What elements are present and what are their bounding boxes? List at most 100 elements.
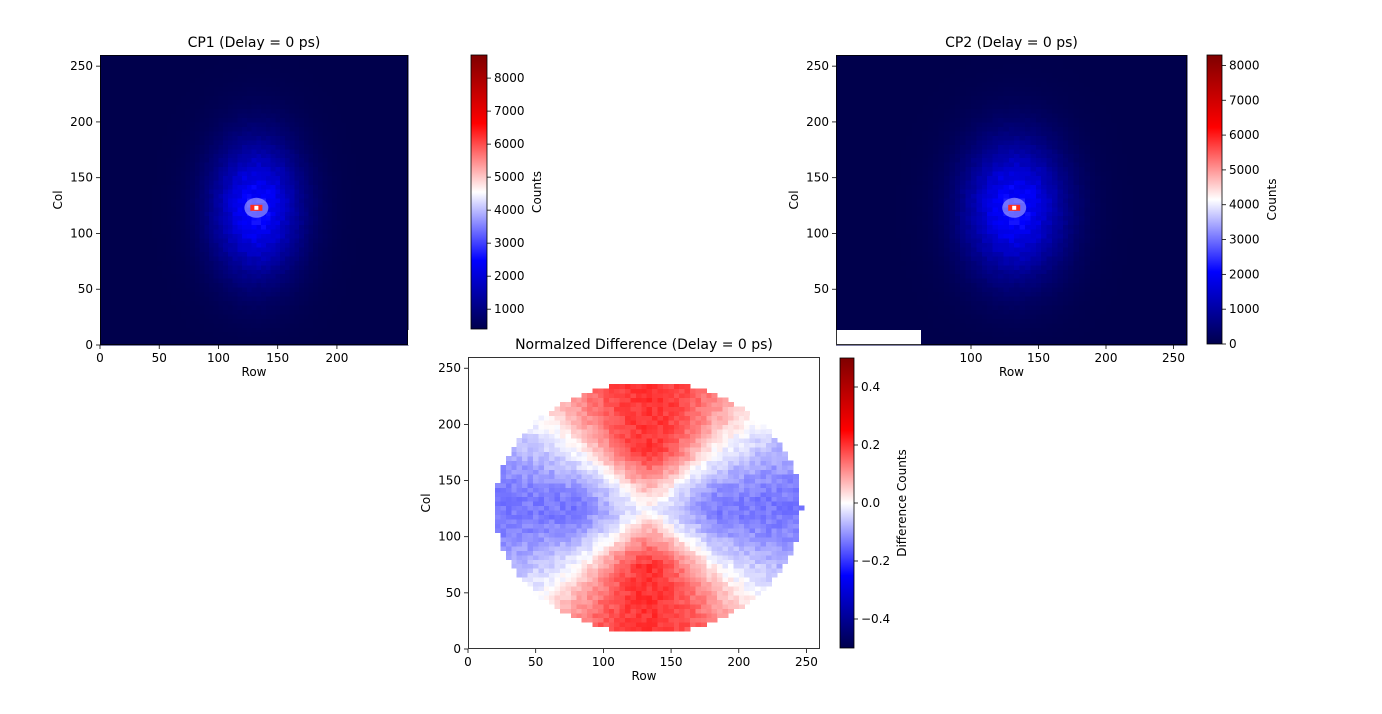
heatmap-cell bbox=[157, 296, 162, 301]
heatmap-cell bbox=[109, 162, 114, 167]
heatmap-cell bbox=[890, 189, 896, 194]
heatmap-cell bbox=[218, 211, 223, 216]
heatmap-cell bbox=[105, 238, 110, 243]
heatmap-cell bbox=[280, 144, 285, 149]
heatmap-cell bbox=[394, 265, 399, 270]
heatmap-cell bbox=[346, 68, 351, 73]
heatmap-cell bbox=[356, 220, 361, 225]
heatmap-cell bbox=[342, 211, 347, 216]
heatmap-cell bbox=[214, 82, 219, 87]
heatmap-cell bbox=[868, 91, 874, 96]
heatmap-cell bbox=[342, 149, 347, 154]
heatmap-cell bbox=[266, 189, 271, 194]
heatmap-cell bbox=[365, 327, 370, 332]
heatmap-cell bbox=[280, 216, 285, 221]
heatmap-cell bbox=[171, 314, 176, 319]
heatmap-cell bbox=[271, 260, 276, 265]
heatmap-cell bbox=[128, 274, 133, 279]
heatmap-cell bbox=[138, 251, 143, 256]
heatmap-cell bbox=[133, 131, 138, 136]
heatmap-cell bbox=[114, 77, 119, 82]
heatmap-cell bbox=[185, 180, 190, 185]
heatmap-cell bbox=[237, 225, 242, 230]
heatmap-cell bbox=[162, 278, 167, 283]
heatmap-cell bbox=[836, 113, 842, 118]
heatmap-cell bbox=[285, 126, 290, 131]
heatmap-cell bbox=[351, 238, 356, 243]
heatmap-cell bbox=[124, 332, 129, 337]
heatmap-cell bbox=[332, 211, 337, 216]
heatmap-cell bbox=[228, 131, 233, 136]
heatmap-cell bbox=[858, 91, 864, 96]
heatmap-cell bbox=[119, 144, 124, 149]
heatmap-cell bbox=[171, 100, 176, 105]
heatmap-cell bbox=[346, 104, 351, 109]
heatmap-cell bbox=[190, 332, 195, 337]
heatmap-cell bbox=[294, 91, 299, 96]
heatmap-cell bbox=[327, 202, 332, 207]
heatmap-cell bbox=[280, 229, 285, 234]
heatmap-cell bbox=[171, 207, 176, 212]
heatmap-cell bbox=[847, 323, 853, 328]
heatmap-cell bbox=[171, 158, 176, 163]
heatmap-cell bbox=[105, 140, 110, 145]
heatmap-cell bbox=[214, 113, 219, 118]
heatmap-cell bbox=[351, 126, 356, 131]
heatmap-cell bbox=[152, 59, 157, 64]
heatmap-cell bbox=[399, 300, 404, 305]
heatmap-cell bbox=[308, 274, 313, 279]
heatmap-cell bbox=[318, 122, 323, 127]
heatmap-cell bbox=[143, 100, 148, 105]
heatmap-cell bbox=[233, 86, 238, 91]
heatmap-cell bbox=[308, 73, 313, 78]
heatmap-cell bbox=[128, 336, 133, 341]
heatmap-cell bbox=[304, 109, 309, 114]
heatmap-cell bbox=[399, 158, 404, 163]
heatmap-cell bbox=[138, 202, 143, 207]
heatmap-cell bbox=[266, 242, 271, 247]
heatmap-cell bbox=[128, 247, 133, 252]
heatmap-cell bbox=[389, 269, 394, 274]
heatmap-cell bbox=[342, 233, 347, 238]
heatmap-cell bbox=[294, 198, 299, 203]
x-tick-label: 200 bbox=[325, 351, 348, 365]
heatmap-cell bbox=[847, 233, 853, 238]
heatmap-cell bbox=[176, 59, 181, 64]
heatmap-cell bbox=[242, 193, 247, 198]
heatmap-cell bbox=[868, 95, 874, 100]
heatmap-cell bbox=[261, 175, 266, 180]
heatmap-cell bbox=[313, 95, 318, 100]
heatmap-cell bbox=[195, 278, 200, 283]
heatmap-cell bbox=[242, 291, 247, 296]
heatmap-cell bbox=[114, 175, 119, 180]
heatmap-cell bbox=[346, 77, 351, 82]
heatmap-cell bbox=[365, 171, 370, 176]
heatmap-cell bbox=[228, 68, 233, 73]
heatmap-cell bbox=[365, 314, 370, 319]
heatmap-cell bbox=[313, 184, 318, 189]
heatmap-cell bbox=[124, 296, 129, 301]
heatmap-cell bbox=[332, 175, 337, 180]
heatmap-cell bbox=[356, 207, 361, 212]
heatmap-cell bbox=[294, 82, 299, 87]
heatmap-cell bbox=[879, 287, 885, 292]
heatmap-cell bbox=[138, 211, 143, 216]
heatmap-cell bbox=[323, 131, 328, 136]
heatmap-cell bbox=[874, 193, 880, 198]
heatmap-cell bbox=[836, 296, 842, 301]
heatmap-cell bbox=[351, 269, 356, 274]
heatmap-cell bbox=[275, 86, 280, 91]
heatmap-cell bbox=[332, 91, 337, 96]
heatmap-cell bbox=[133, 198, 138, 203]
heatmap-cell bbox=[327, 260, 332, 265]
heatmap-cell bbox=[337, 122, 342, 127]
heatmap-cell bbox=[351, 73, 356, 78]
heatmap-cell bbox=[285, 162, 290, 167]
heatmap-cell bbox=[195, 198, 200, 203]
heatmap-cell bbox=[223, 144, 228, 149]
colorbar-tick-label: 5000 bbox=[494, 170, 525, 184]
heatmap-cell bbox=[190, 64, 195, 69]
heatmap-cell bbox=[868, 283, 874, 288]
heatmap-cell bbox=[147, 162, 152, 167]
heatmap-cell bbox=[863, 287, 869, 292]
